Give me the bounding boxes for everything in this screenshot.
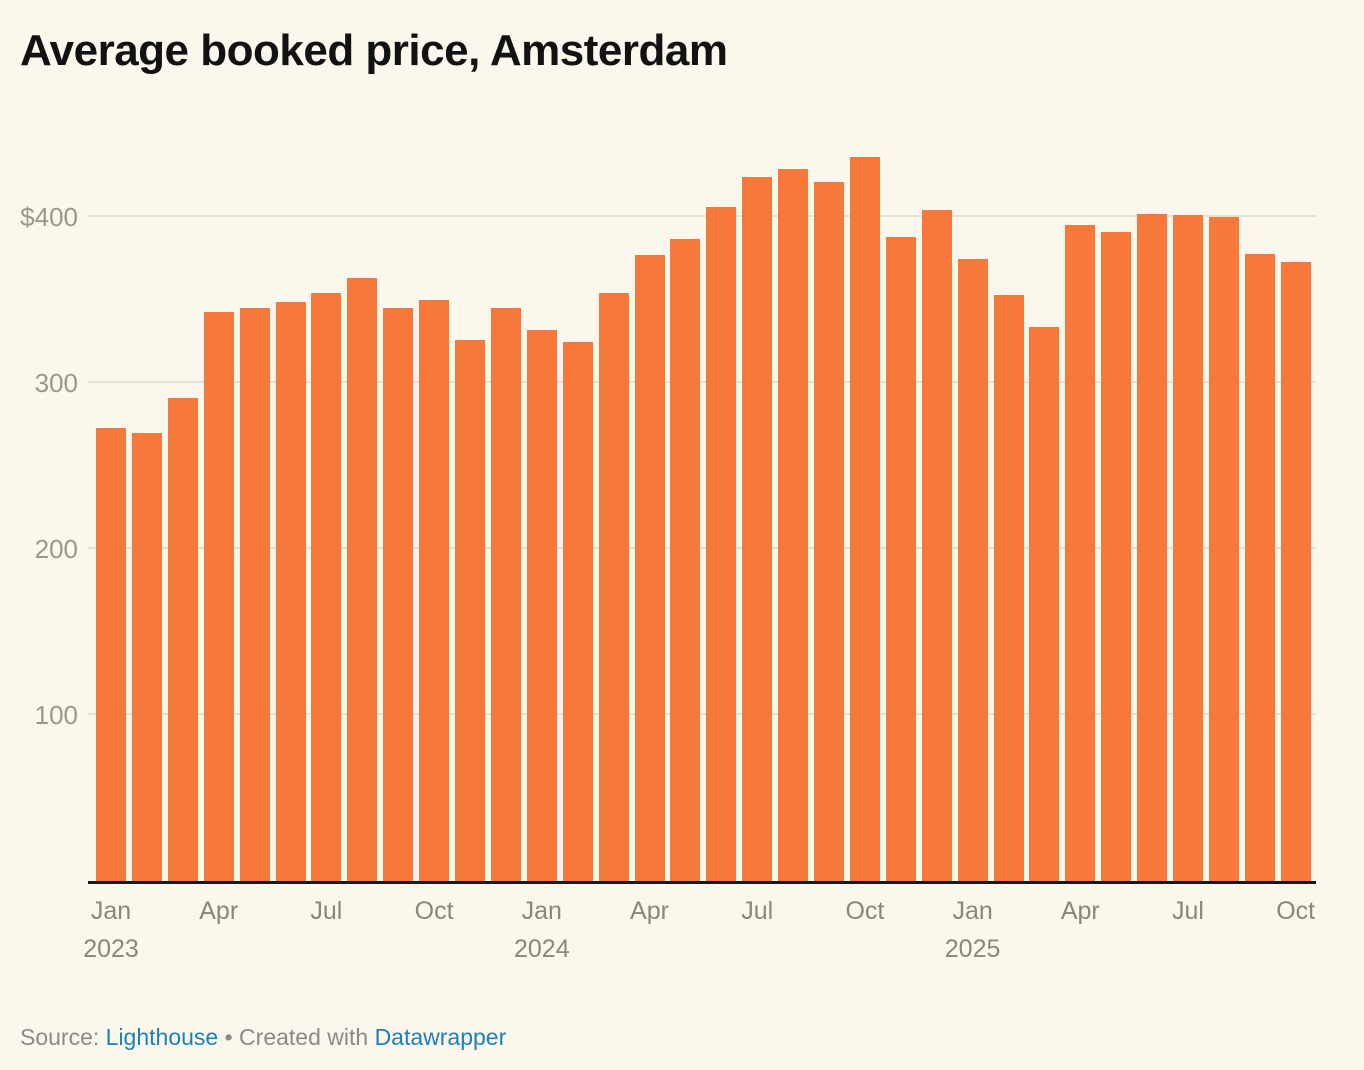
x-axis-line xyxy=(88,881,1316,884)
x-tick-apr-2025: Apr xyxy=(1060,897,1100,925)
bar-dec-2023 xyxy=(490,308,521,881)
bar-mar-2023 xyxy=(167,397,198,881)
bar-may-2024 xyxy=(670,238,701,881)
bar-jul-2023 xyxy=(311,293,342,881)
bar-feb-2024 xyxy=(562,341,593,881)
x-tick-oct-2024: Oct xyxy=(845,897,885,925)
y-tick-300: 300 xyxy=(34,368,78,398)
bar-jan-2023 xyxy=(96,427,126,881)
bar-may-2023 xyxy=(239,308,270,881)
bar-sep-2024 xyxy=(814,182,844,881)
bar-jun-2023 xyxy=(275,301,306,881)
bar-sep-2025 xyxy=(1244,253,1275,881)
footer-separator: • xyxy=(218,1024,240,1050)
bar-oct-2023 xyxy=(419,300,450,881)
bar-mar-2024 xyxy=(598,293,629,881)
bar-feb-2023 xyxy=(131,432,162,881)
bar-jul-2024 xyxy=(742,177,773,881)
gridline-300 xyxy=(88,381,1316,383)
bar-apr-2024 xyxy=(634,255,665,881)
gridline-100 xyxy=(88,713,1316,715)
bar-sep-2023 xyxy=(383,308,414,881)
x-tick-jan-2024: Jan xyxy=(521,897,562,925)
x-tick-apr-2024: Apr xyxy=(630,897,669,925)
bar-feb-2025 xyxy=(993,295,1024,881)
x-tick-apr-2023: Apr xyxy=(199,897,239,925)
y-tick-200: 200 xyxy=(34,534,78,564)
plot-area xyxy=(88,130,1316,881)
datawrapper-link[interactable]: Datawrapper xyxy=(374,1024,507,1050)
bar-aug-2025 xyxy=(1208,217,1239,881)
bar-aug-2024 xyxy=(778,168,809,881)
bar-apr-2025 xyxy=(1065,225,1096,881)
source-label: Source: xyxy=(20,1024,106,1050)
gridline-400 xyxy=(88,215,1316,217)
bar-jun-2024 xyxy=(706,207,737,881)
bar-nov-2023 xyxy=(455,339,485,881)
y-tick-400: $400 xyxy=(20,202,78,232)
bar-nov-2024 xyxy=(885,236,916,881)
x-tick-year-2025: 2025 xyxy=(944,935,1001,963)
chart-title: Average booked price, Amsterdam xyxy=(20,26,728,75)
created-with-label: Created with xyxy=(239,1024,375,1050)
bar-oct-2025 xyxy=(1280,261,1311,881)
bar-mar-2025 xyxy=(1029,326,1060,881)
source-link[interactable]: Lighthouse xyxy=(105,1024,219,1050)
bar-aug-2023 xyxy=(347,278,378,881)
x-tick-jan-2025: Jan xyxy=(952,897,993,925)
x-tick-jul-2023: Jul xyxy=(310,897,343,925)
bar-apr-2023 xyxy=(203,311,234,881)
x-tick-jul-2025: Jul xyxy=(1172,897,1204,925)
bar-jan-2024 xyxy=(526,329,557,881)
bar-dec-2024 xyxy=(921,210,952,881)
y-tick-100: 100 xyxy=(34,700,78,730)
chart-footer: Source: Lighthouse • Created with Datawr… xyxy=(20,1024,506,1051)
x-tick-year-2024: 2024 xyxy=(513,935,570,963)
bar-jun-2025 xyxy=(1137,213,1168,881)
x-tick-oct-2025: Oct xyxy=(1276,897,1316,925)
x-tick-year-2023: 2023 xyxy=(83,935,139,963)
bar-oct-2024 xyxy=(849,157,880,881)
bar-jul-2025 xyxy=(1173,215,1203,881)
bar-may-2025 xyxy=(1101,231,1132,881)
gridline-200 xyxy=(88,547,1316,549)
x-tick-jan-2023: Jan xyxy=(90,897,132,925)
x-tick-oct-2023: Oct xyxy=(414,897,454,925)
x-tick-jul-2024: Jul xyxy=(741,897,774,925)
bar-jan-2025 xyxy=(957,258,988,881)
